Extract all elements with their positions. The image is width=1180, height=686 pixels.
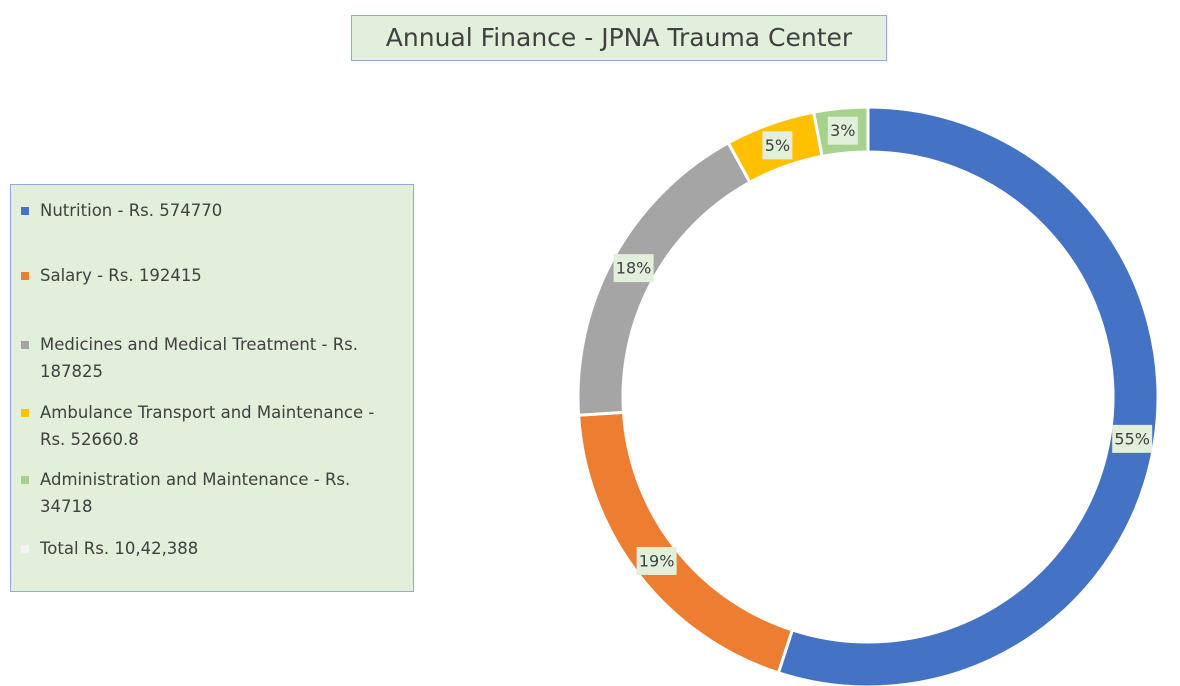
legend: Nutrition - Rs. 574770 Salary - Rs. 19241…	[10, 184, 414, 592]
data-label: 5%	[765, 136, 790, 155]
donut-slice	[776, 105, 1160, 686]
legend-swatch	[21, 409, 29, 417]
legend-item: Salary - Rs. 192415	[21, 262, 401, 289]
data-label: 18%	[616, 259, 652, 278]
data-label-box	[762, 131, 793, 160]
legend-swatch	[21, 272, 29, 280]
legend-label: Ambulance Transport and Maintenance - Rs…	[40, 403, 375, 449]
legend-label: Medicines and Medical Treatment - Rs. 18…	[40, 335, 359, 381]
legend-label: Total Rs. 10,42,388	[40, 539, 199, 558]
legend-label: Salary - Rs. 192415	[40, 266, 202, 285]
legend-item: Total Rs. 10,42,388	[21, 535, 401, 562]
data-label: 19%	[639, 551, 675, 570]
legend-label: Nutrition - Rs. 574770	[40, 201, 223, 220]
donut-slice	[576, 410, 795, 675]
data-label-box	[827, 116, 858, 145]
legend-swatch	[21, 341, 29, 349]
data-label: 55%	[1114, 429, 1150, 448]
data-label-box	[1112, 424, 1153, 453]
data-label: 3%	[830, 121, 855, 140]
legend-swatch	[21, 476, 29, 484]
legend-item: Nutrition - Rs. 574770	[21, 197, 401, 224]
data-label-box	[636, 546, 677, 575]
legend-item: Medicines and Medical Treatment - Rs. 18…	[21, 331, 401, 385]
chart-title: Annual Finance - JPNA Trauma Center	[351, 15, 887, 61]
data-label-box	[613, 254, 654, 283]
legend-swatch	[21, 545, 29, 553]
legend-label: Administration and Maintenance - Rs. 347…	[40, 470, 351, 516]
legend-swatch	[21, 207, 29, 215]
donut-slice	[576, 140, 753, 417]
legend-item: Administration and Maintenance - Rs. 347…	[21, 466, 401, 520]
legend-item: Ambulance Transport and Maintenance - Rs…	[21, 399, 401, 453]
